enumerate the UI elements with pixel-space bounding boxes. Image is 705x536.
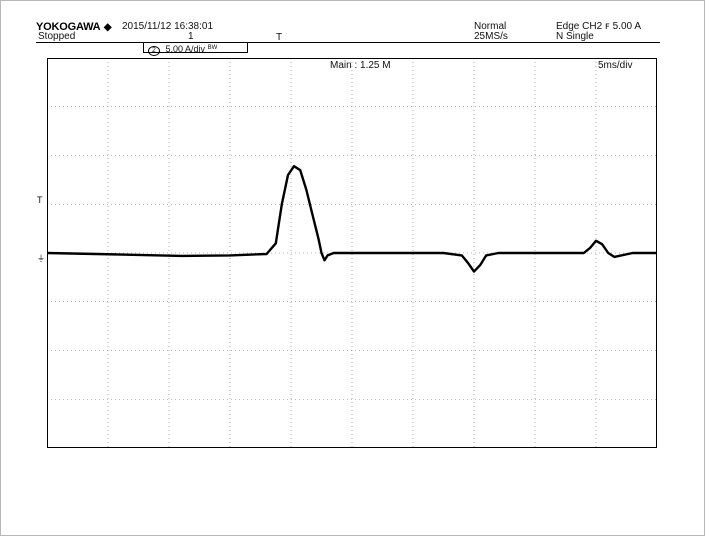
trigger-mode: N Single (556, 31, 594, 42)
trigger-settings: Edge CH2 ꜰ 5.00 A (556, 21, 641, 32)
trigger-position-marker: T (276, 32, 283, 43)
capture-datetime: 2015/11/12 16:38:01 (122, 21, 214, 32)
waveform-display (47, 58, 657, 448)
channel-scale-box: 2 5.00 A/div BW (143, 42, 248, 56)
trigger-type: Edge CH2 (556, 21, 603, 32)
brand-name: YOKOGAWA (36, 21, 100, 33)
channel-scale: 5.00 A/div (165, 44, 206, 54)
trigger-level: 5.00 A (612, 21, 641, 32)
trace-group (47, 164, 657, 273)
trigger-slope-icon: ꜰ (604, 21, 610, 32)
record-length-label: Main : 1.25 M (330, 60, 391, 71)
sample-rate: 25MS/s (474, 31, 508, 42)
header-divider (36, 42, 660, 43)
acquisition-count: 1 (188, 31, 194, 42)
brand-logo: YOKOGAWA ◆ (36, 21, 112, 33)
diamond-icon: ◆ (103, 22, 112, 33)
bandwidth-flag: BW (207, 45, 218, 51)
run-status: Stopped (38, 31, 76, 42)
time-per-div: 5ms/div (598, 60, 633, 71)
ground-marker-icon: ⏚ (37, 254, 45, 263)
waveform-trace (47, 164, 657, 273)
acquisition-mode: Normal (474, 21, 507, 32)
channel-number-icon: 2 (148, 46, 160, 56)
trigger-level-marker: T (37, 195, 43, 205)
